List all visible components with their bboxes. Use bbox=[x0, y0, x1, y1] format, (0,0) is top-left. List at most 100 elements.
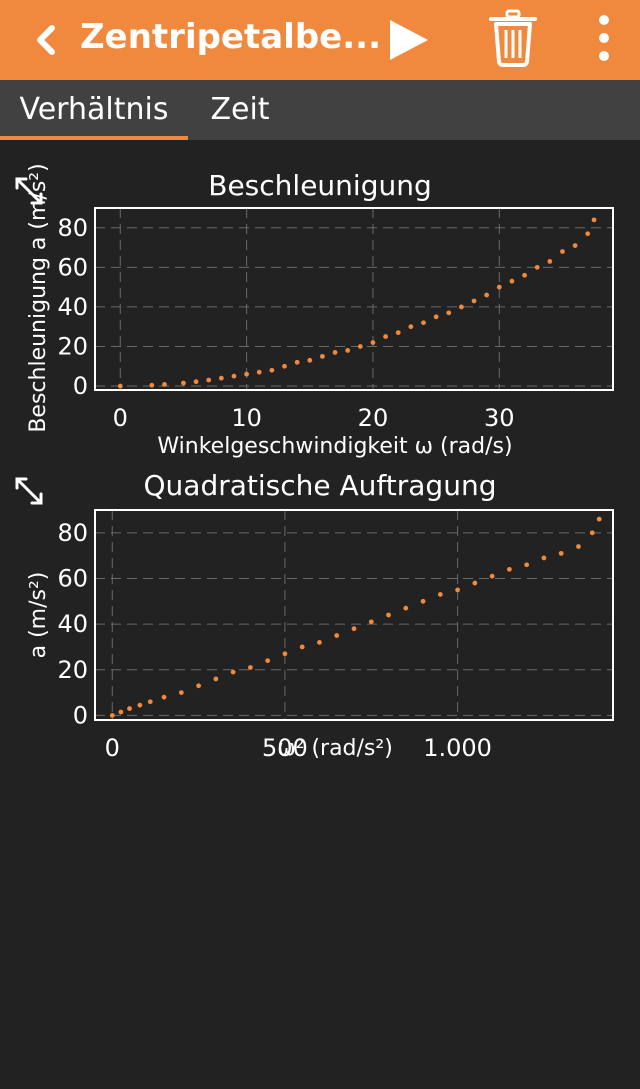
data-point bbox=[433, 314, 439, 320]
x-tick-label: 30 bbox=[484, 404, 515, 432]
graph-quadratische-auftragung[interactable]: 0 500 1.000 0 20 40 60 80 Quadratische Auftragu… bbox=[0, 470, 640, 770]
graph-beschleunigung[interactable]: 0 10 20 30 0 20 40 60 80 Beschleunigung Winkelge… bbox=[0, 140, 640, 470]
x-axis-label: Winkelgeschwindigkeit ω (rad/s) bbox=[157, 434, 512, 459]
data-point bbox=[294, 359, 300, 365]
x-tick-label: 10 bbox=[231, 404, 262, 432]
data-point bbox=[458, 304, 464, 310]
data-point bbox=[437, 592, 443, 597]
tab-indicator bbox=[0, 136, 188, 140]
y-tick-label: 0 bbox=[73, 701, 88, 729]
data-point bbox=[161, 694, 167, 700]
data-point bbox=[317, 639, 322, 645]
data-point bbox=[576, 544, 581, 549]
expand-icon[interactable] bbox=[15, 477, 43, 505]
x-tick-label: 1.000 bbox=[423, 734, 492, 762]
y-tick-label: 20 bbox=[57, 332, 88, 360]
page-title: Zentripetalbe... bbox=[80, 17, 381, 57]
data-point bbox=[370, 340, 376, 345]
app-bar: Zentripetalbe... bbox=[0, 0, 640, 80]
data-point bbox=[507, 566, 512, 572]
chart-title: Quadratische Auftragung bbox=[144, 470, 497, 502]
data-point bbox=[596, 516, 602, 522]
data-point bbox=[231, 373, 237, 379]
data-point bbox=[299, 644, 305, 650]
trash-icon[interactable] bbox=[488, 8, 538, 68]
graph-grid bbox=[95, 510, 613, 720]
data-point bbox=[395, 330, 401, 336]
data-point bbox=[213, 676, 219, 682]
data-point bbox=[345, 348, 351, 353]
plot-frame bbox=[94, 509, 614, 721]
data-point bbox=[265, 658, 271, 664]
chevron-left-icon[interactable] bbox=[28, 18, 64, 62]
data-point bbox=[496, 284, 502, 290]
data-point bbox=[181, 380, 186, 386]
data-point bbox=[193, 379, 199, 385]
data-point bbox=[248, 665, 253, 670]
data-point bbox=[206, 377, 212, 383]
data-point bbox=[386, 612, 391, 618]
data-point bbox=[334, 633, 340, 638]
data-point bbox=[218, 375, 224, 381]
play-icon[interactable] bbox=[384, 16, 432, 64]
y-tick-label: 20 bbox=[57, 656, 88, 684]
data-point bbox=[489, 573, 495, 579]
data-point bbox=[147, 699, 153, 705]
tab-bar: Verhältnis Zeit bbox=[0, 80, 640, 140]
data-point bbox=[408, 324, 414, 330]
y-tick-label: 40 bbox=[57, 610, 88, 638]
data-point bbox=[572, 243, 578, 248]
data-point bbox=[178, 690, 184, 696]
x-tick-label: 0 bbox=[113, 404, 128, 432]
data-point bbox=[109, 713, 115, 718]
tab-zeit[interactable]: Zeit bbox=[210, 92, 270, 127]
data-point bbox=[558, 550, 564, 556]
expand-icon[interactable] bbox=[15, 177, 43, 205]
x-axis-label: ω² (rad/s²) bbox=[277, 736, 393, 761]
data-point bbox=[547, 259, 553, 264]
data-point bbox=[471, 298, 477, 304]
data-point bbox=[269, 367, 275, 373]
data-point bbox=[230, 669, 236, 675]
data-point bbox=[357, 344, 363, 349]
data-point bbox=[541, 555, 547, 561]
data-point bbox=[484, 292, 490, 298]
data-point bbox=[282, 363, 287, 369]
data-point bbox=[137, 702, 143, 708]
y-tick-label: 80 bbox=[57, 519, 88, 547]
data-point bbox=[585, 231, 591, 237]
data-point bbox=[420, 598, 426, 604]
data-point bbox=[591, 217, 597, 223]
data-point bbox=[351, 626, 357, 632]
data-point bbox=[118, 709, 124, 715]
data-point bbox=[589, 530, 595, 536]
data-point bbox=[560, 249, 565, 254]
x-tick-label: 500 bbox=[262, 734, 308, 762]
y-tick-label: 0 bbox=[73, 372, 88, 400]
data-point bbox=[320, 353, 325, 359]
plot-frame bbox=[94, 207, 614, 391]
more-vertical-icon[interactable] bbox=[590, 12, 618, 68]
data-point bbox=[127, 706, 132, 711]
data-point bbox=[117, 383, 123, 389]
data-points bbox=[117, 217, 597, 389]
y-tick-label: 80 bbox=[57, 214, 88, 242]
data-point bbox=[522, 272, 527, 278]
y-axis-label: Beschleunigung a (m/s²) bbox=[26, 163, 51, 432]
chart-title: Beschleunigung bbox=[208, 169, 431, 202]
data-point bbox=[368, 619, 374, 625]
data-point bbox=[256, 369, 262, 375]
data-point bbox=[149, 382, 155, 388]
data-point bbox=[403, 605, 409, 611]
data-point bbox=[282, 651, 288, 657]
y-tick-label: 40 bbox=[57, 293, 88, 321]
data-point bbox=[307, 357, 313, 363]
tab-verhaeltnis[interactable]: Verhältnis bbox=[19, 92, 169, 127]
y-tick-label: 60 bbox=[57, 253, 88, 281]
data-point bbox=[332, 350, 338, 355]
y-tick-label: 60 bbox=[57, 564, 88, 592]
graph-grid bbox=[95, 208, 613, 390]
tick-labels: 0 10 20 30 0 20 40 60 80 bbox=[57, 214, 514, 432]
data-point bbox=[244, 371, 250, 377]
data-point bbox=[455, 587, 460, 593]
